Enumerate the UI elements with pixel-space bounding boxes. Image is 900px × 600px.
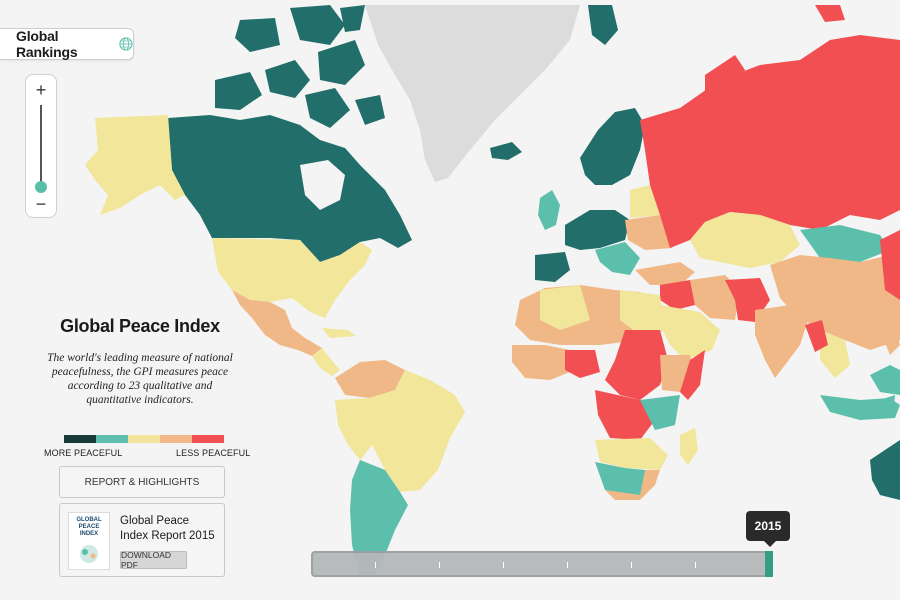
timeline-tick bbox=[439, 562, 440, 568]
country-central-america[interactable] bbox=[312, 348, 340, 376]
country-iceland[interactable] bbox=[490, 142, 522, 160]
legend-swatch-4 bbox=[160, 435, 192, 443]
country-usa[interactable] bbox=[212, 238, 372, 318]
year-timeline-slider[interactable] bbox=[311, 551, 773, 577]
global-rankings-button[interactable]: Global Rankings bbox=[0, 28, 134, 60]
zoom-in-button[interactable]: + bbox=[35, 80, 47, 100]
country-colombia-venezuela[interactable] bbox=[335, 360, 405, 398]
country-japan[interactable] bbox=[880, 230, 900, 300]
page-description: The world's leading measure of national … bbox=[47, 352, 233, 406]
country-saudi[interactable] bbox=[660, 305, 720, 360]
country-iraq-syria[interactable] bbox=[660, 280, 695, 310]
legend-more-peaceful: MORE PEACEFUL bbox=[44, 448, 123, 458]
country-southeast-asia[interactable] bbox=[820, 330, 850, 378]
country-west-africa[interactable] bbox=[512, 345, 570, 380]
country-france-germany[interactable] bbox=[565, 210, 630, 250]
zoom-control: + − bbox=[25, 74, 57, 218]
color-legend bbox=[64, 435, 224, 443]
country-italy-balkans[interactable] bbox=[595, 242, 640, 275]
country-svalbard[interactable] bbox=[588, 5, 618, 45]
country-australia[interactable] bbox=[870, 440, 900, 500]
timeline-tick bbox=[375, 562, 376, 568]
country-sudan-car[interactable] bbox=[605, 330, 668, 400]
timeline-tick bbox=[567, 562, 568, 568]
country-cuba[interactable] bbox=[322, 328, 356, 338]
country-mexico[interactable] bbox=[232, 290, 322, 356]
country-usa-alaska[interactable] bbox=[85, 115, 185, 215]
legend-swatch-2 bbox=[96, 435, 128, 443]
hudson-bay bbox=[300, 160, 345, 210]
country-iran[interactable] bbox=[690, 275, 740, 320]
country-central-south-africa[interactable] bbox=[595, 438, 668, 470]
selected-year-pointer bbox=[764, 541, 776, 547]
country-russia-north[interactable] bbox=[705, 5, 845, 100]
timeline-handle[interactable] bbox=[765, 551, 773, 577]
country-russia[interactable] bbox=[640, 35, 900, 248]
report-highlights-button[interactable]: REPORT & HIGHLIGHTS bbox=[59, 466, 225, 498]
zoom-slider-handle[interactable] bbox=[35, 181, 47, 193]
page-title: Global Peace Index bbox=[60, 316, 220, 336]
country-indonesia[interactable] bbox=[820, 365, 900, 420]
country-libya-egypt[interactable] bbox=[620, 290, 665, 335]
country-drc[interactable] bbox=[595, 390, 655, 440]
country-greenland[interactable] bbox=[365, 5, 580, 182]
country-uk[interactable] bbox=[538, 190, 560, 230]
country-turkey[interactable] bbox=[635, 262, 695, 285]
country-canada-islands[interactable] bbox=[215, 5, 385, 128]
country-mongolia[interactable] bbox=[800, 225, 890, 262]
timeline-tick bbox=[503, 562, 504, 568]
report-cover-map-icon bbox=[80, 545, 98, 563]
legend-less-peaceful: LESS PEACEFUL bbox=[176, 448, 251, 458]
report-title: Global Peace Index Report 2015 bbox=[120, 515, 215, 542]
legend-swatch-3 bbox=[128, 435, 160, 443]
country-spain[interactable] bbox=[535, 252, 570, 282]
legend-swatch-1 bbox=[64, 435, 96, 443]
country-canada[interactable] bbox=[168, 115, 412, 262]
country-madagascar[interactable] bbox=[680, 428, 698, 465]
report-cover-thumbnail[interactable]: GLOBAL PEACE INDEX bbox=[68, 512, 110, 570]
country-east-africa[interactable] bbox=[640, 395, 680, 430]
country-india[interactable] bbox=[755, 305, 808, 378]
legend-swatch-5 bbox=[192, 435, 224, 443]
country-myanmar[interactable] bbox=[805, 320, 828, 352]
download-pdf-button[interactable]: DOWNLOAD PDF bbox=[120, 550, 187, 570]
country-kazakhstan[interactable] bbox=[690, 212, 800, 268]
timeline-tick bbox=[631, 562, 632, 568]
country-new-zealand[interactable] bbox=[880, 395, 895, 418]
report-cover-text: GLOBAL PEACE INDEX bbox=[76, 517, 102, 537]
country-argentina-chile[interactable] bbox=[350, 460, 408, 575]
report-card: GLOBAL PEACE INDEX Global Peace Index Re… bbox=[59, 503, 225, 577]
country-belarus-baltics[interactable] bbox=[630, 185, 660, 218]
country-nigeria[interactable] bbox=[565, 350, 600, 378]
country-southern-africa[interactable] bbox=[595, 462, 650, 498]
country-philippines[interactable] bbox=[880, 325, 900, 355]
globe-icon bbox=[119, 37, 133, 51]
country-scandinavia[interactable] bbox=[580, 108, 645, 185]
country-brazil[interactable] bbox=[360, 370, 465, 492]
country-south-africa[interactable] bbox=[605, 470, 660, 500]
global-rankings-label: Global Rankings bbox=[16, 28, 78, 60]
zoom-slider-track[interactable] bbox=[40, 105, 42, 189]
selected-year-label: 2015 bbox=[746, 511, 790, 547]
country-somalia[interactable] bbox=[680, 350, 705, 400]
country-china[interactable] bbox=[770, 255, 900, 350]
timeline-tick bbox=[695, 562, 696, 568]
zoom-out-button[interactable]: − bbox=[35, 194, 47, 214]
info-panel: Global Peace Index The world's leading m… bbox=[40, 316, 240, 407]
country-peru-bolivia[interactable] bbox=[335, 398, 372, 460]
selected-year-text: 2015 bbox=[754, 519, 782, 533]
country-algeria[interactable] bbox=[540, 285, 590, 330]
